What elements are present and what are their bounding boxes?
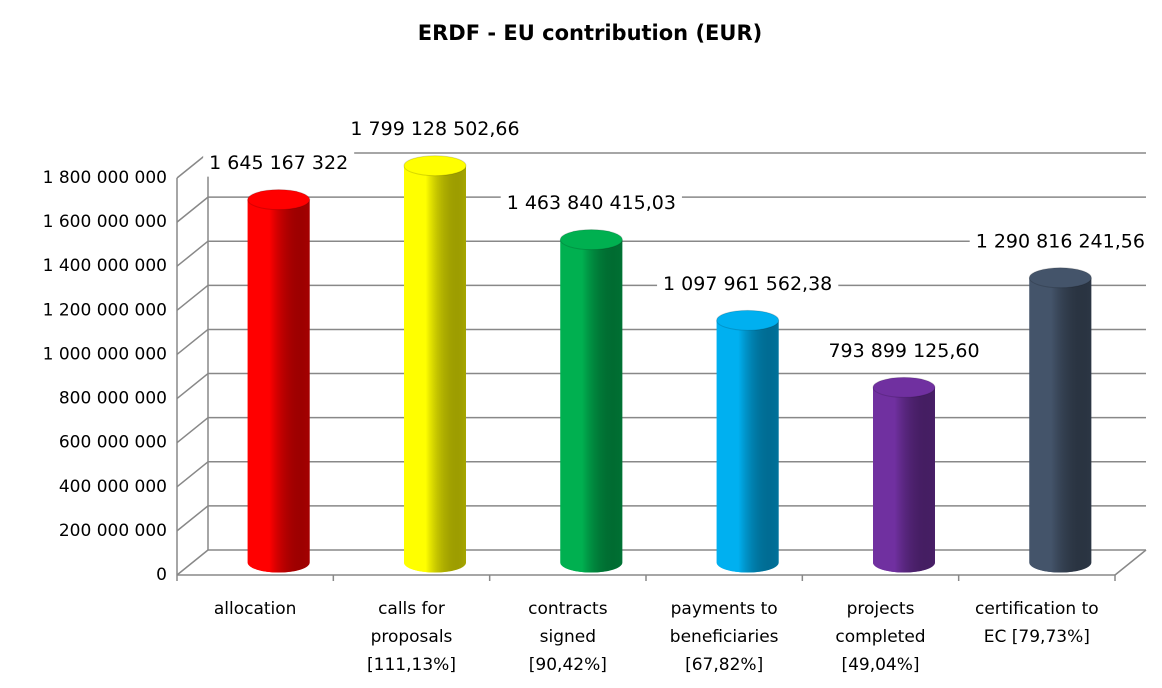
bar-top <box>716 309 780 331</box>
chart-title: ERDF - EU contribution (EUR) <box>418 21 762 45</box>
value-label-bg <box>344 116 526 143</box>
grid-line <box>176 372 209 400</box>
bar-top <box>403 155 467 177</box>
value-label-bg <box>203 150 355 177</box>
bar-top <box>559 229 623 251</box>
value-label-bg <box>657 271 839 298</box>
grid-line <box>176 240 209 267</box>
x-tick-label: [67,82%] <box>685 655 763 675</box>
y-tick-label: 600 000 000 <box>59 433 167 453</box>
value-label: 793 899 125,60 <box>828 340 979 362</box>
bar-shade <box>247 199 310 573</box>
value-label: 1 097 961 562,38 <box>663 273 832 295</box>
bar-top <box>1028 267 1092 289</box>
value-label: 1 799 128 502,66 <box>350 118 519 140</box>
x-tick-label: [111,13%] <box>367 655 456 675</box>
x-tick-label: calls for <box>378 599 445 619</box>
x-tick-label: signed <box>540 627 596 647</box>
value-label-bg <box>500 190 682 217</box>
bar-shade <box>1029 277 1092 573</box>
grid-line <box>176 417 209 444</box>
value-label-bg <box>822 338 986 365</box>
y-tick-label: 1 000 000 000 <box>43 344 167 364</box>
x-tick-label: certification to <box>975 599 1099 619</box>
y-tick-label: 1 600 000 000 <box>43 212 167 232</box>
y-tick-label: 1 800 000 000 <box>43 168 167 188</box>
grid-line <box>176 328 209 356</box>
grid-line <box>176 505 209 532</box>
grid-line <box>176 461 209 488</box>
bar-shade <box>716 320 779 573</box>
y-tick-label: 0 <box>156 565 167 585</box>
bar-top <box>872 376 936 398</box>
grid-line <box>176 152 209 179</box>
value-label: 1 645 167 322 <box>209 152 348 174</box>
x-tick-label: EC [79,73%] <box>984 627 1090 647</box>
value-label: 1 290 816 241,56 <box>976 230 1145 252</box>
bar-top <box>247 189 311 211</box>
floor-edge <box>1114 549 1147 576</box>
value-label-bg <box>969 228 1151 255</box>
x-tick-label: [90,42%] <box>529 655 607 675</box>
x-tick-label: contracts <box>528 599 608 619</box>
grid-line <box>176 549 209 576</box>
bar-shade <box>560 239 623 573</box>
value-label: 1 463 840 415,03 <box>507 192 676 214</box>
y-tick-label: 800 000 000 <box>59 389 167 409</box>
x-tick-label: projects <box>847 599 915 619</box>
x-tick-label: completed <box>835 627 925 647</box>
grid-line <box>176 284 209 311</box>
x-tick-label: beneficiaries <box>670 627 779 647</box>
y-tick-label: 1 400 000 000 <box>43 256 167 276</box>
y-tick-label: 400 000 000 <box>59 477 167 497</box>
y-tick-label: 200 000 000 <box>59 521 167 541</box>
grid-line <box>176 196 209 223</box>
x-tick-label: allocation <box>214 599 297 619</box>
x-tick-label: [49,04%] <box>841 655 919 675</box>
bar-shade <box>404 165 466 573</box>
y-tick-label: 1 200 000 000 <box>43 300 167 320</box>
x-tick-label: payments to <box>671 599 778 619</box>
bar-shade <box>873 387 935 573</box>
x-tick-label: proposals <box>371 627 453 647</box>
